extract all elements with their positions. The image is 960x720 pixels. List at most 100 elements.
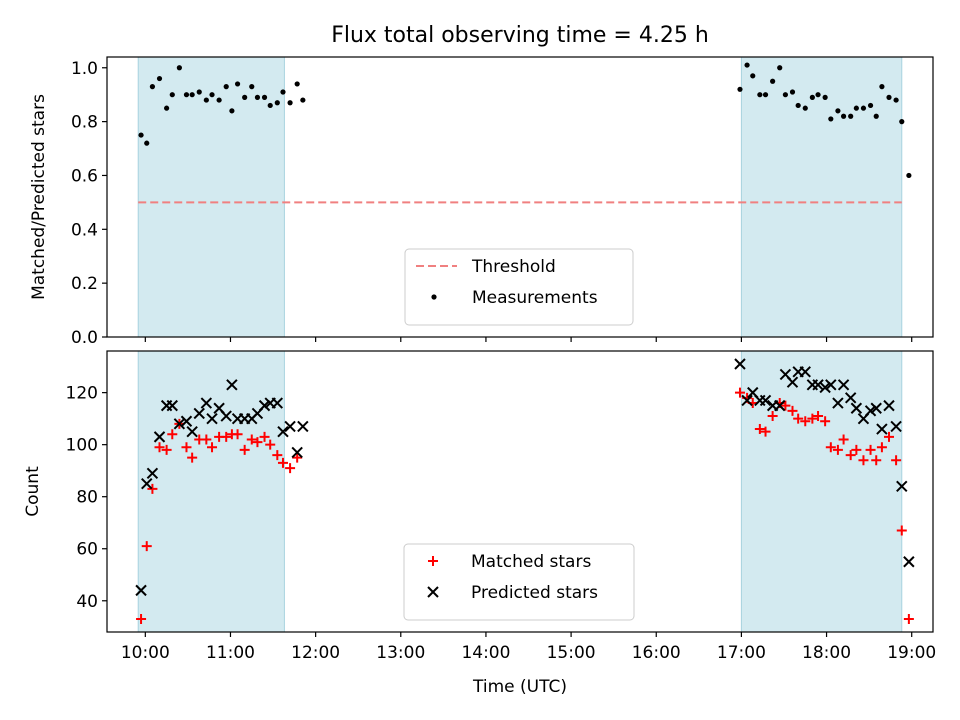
matched-star-point (800, 416, 811, 427)
matched-star-point (793, 413, 804, 424)
predicted-star-point (141, 477, 153, 490)
predicted-star-point (277, 425, 289, 438)
legend-label: Threshold (471, 257, 556, 277)
measurement-point (873, 113, 879, 119)
measurement-point (879, 84, 885, 90)
legend: Matched stars Predicted stars (403, 543, 635, 621)
matched-star-point (884, 431, 895, 442)
measurement-point (886, 94, 892, 100)
observing-window-span (740, 56, 903, 338)
y-tick-label: 120 (66, 384, 98, 404)
predicted-star-point (297, 420, 309, 433)
predicted-star-point (284, 420, 296, 433)
predicted-star-point (883, 399, 895, 412)
measurement-point (183, 92, 190, 98)
y-tick-label: 0.6 (71, 166, 98, 186)
predicted-star-point (166, 399, 178, 412)
predicted-star-point (258, 399, 271, 412)
measurement-point (867, 102, 874, 109)
chart-title: Flux total observing time = 4.25 h (331, 23, 709, 48)
legend-predicted-swatch (427, 586, 439, 598)
measurement-point (822, 94, 828, 100)
matched-star-point (201, 434, 212, 445)
measurement-point (144, 140, 150, 146)
matched-star-point (207, 442, 218, 453)
matched-star-point (259, 431, 270, 442)
predicted-star-point (180, 415, 193, 427)
plot-frame (106, 56, 934, 338)
matched-star-point (865, 444, 876, 455)
matched-star-point (292, 452, 303, 463)
legend-box (403, 543, 635, 621)
measurement-point (164, 105, 170, 111)
measurement-point (835, 108, 841, 114)
measurement-point (762, 92, 769, 98)
measurement-point (782, 92, 788, 98)
measurement-point (815, 92, 821, 98)
x-tick-label: 13:00 (376, 643, 425, 663)
y-tick-label: 0.4 (71, 220, 98, 240)
predicted-star-point (153, 431, 166, 443)
matched-star-point (820, 416, 831, 427)
legend-matched-swatch (428, 556, 438, 566)
count-panel: 40 60 80 100 120 10:00 11:00 12:00 13:00 14:00 15:… (23, 350, 936, 663)
matched-star-point (858, 455, 869, 466)
measurement-point (893, 97, 899, 103)
measurement-point (196, 89, 202, 95)
predicted-star-point (864, 405, 877, 417)
predicted-star-point (832, 397, 844, 409)
measurement-point (280, 89, 286, 95)
predicted-star-point (903, 556, 915, 568)
measurement-point (242, 94, 248, 100)
measurement-point (906, 172, 912, 179)
measurement-point (840, 113, 847, 119)
predicted-star-point (186, 425, 198, 438)
x-tick-label: 10:00 (121, 643, 170, 663)
matched-star-point (734, 387, 745, 398)
measurement-point (789, 89, 796, 95)
x-axis-label: Time (UTC) (472, 677, 567, 697)
plot-frame (106, 350, 934, 633)
measurement-point (757, 92, 763, 98)
matched-star-point (813, 411, 824, 422)
matched-star-point (136, 613, 147, 624)
x-tick-label: 12:00 (291, 643, 340, 663)
predicted-star-point (850, 402, 863, 414)
matched-star-point (239, 444, 250, 455)
measurement-point (853, 105, 859, 111)
x-tick-label: 11:00 (206, 643, 255, 663)
predicted-star-point (837, 379, 850, 391)
measurement-point (744, 62, 750, 68)
y-axis-label: Count (23, 466, 43, 517)
measurement-point (750, 73, 756, 79)
predicted-star-point (774, 399, 786, 412)
matched-star-point (246, 434, 257, 445)
x-tick-label: 14:00 (461, 643, 510, 663)
measurement-point (267, 102, 273, 109)
predicted-star-point (870, 402, 882, 414)
matched-star-point (845, 450, 856, 461)
predicted-star-point (896, 480, 908, 493)
predicted-star-point (819, 381, 831, 394)
legend-label: Measurements (472, 288, 598, 308)
predicted-star-point (799, 366, 811, 378)
matched-star-point (285, 463, 296, 474)
y-tick-label: 1.0 (71, 59, 98, 79)
y-tick-label: 60 (76, 540, 98, 560)
x-tick-label: 17:00 (717, 643, 766, 663)
matched-star-point (147, 483, 158, 494)
measurement-point (138, 132, 144, 138)
measurement-point (203, 97, 209, 103)
measurement-point (860, 105, 867, 111)
matched-star-point (252, 437, 263, 448)
matched-star-point (767, 411, 778, 422)
measurement-point (300, 97, 306, 103)
measurement-point (229, 108, 235, 114)
matched-star-point (167, 429, 178, 440)
measurement-point (802, 105, 808, 111)
matched-star-point (754, 424, 765, 435)
x-tick-label: 18:00 (802, 643, 851, 663)
matched-star-point (181, 442, 192, 453)
measurement-point (254, 94, 261, 100)
matched-star-point (787, 405, 798, 416)
